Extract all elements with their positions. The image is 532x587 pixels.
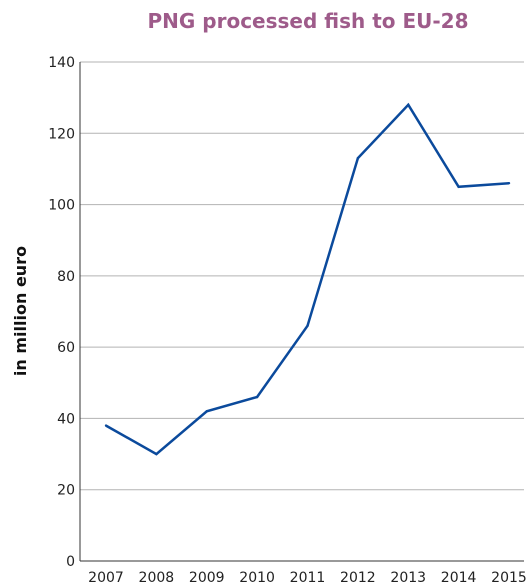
axes [79,62,524,562]
gridlines [80,61,524,491]
data-point [457,185,460,188]
x-tick-label: 2011 [290,570,326,586]
data-point [356,157,360,160]
x-tick-label: 2013 [390,570,426,586]
y-tick-label: 60 [57,340,75,356]
y-tick-label: 40 [57,411,75,427]
data-point [255,395,259,399]
data-point [104,424,108,427]
y-tick-label: 0 [66,554,75,570]
x-tick-label: 2009 [189,570,225,586]
x-tick-labels: 2007 2008 2009 2010 2011 2012 2013 2014 2015 [88,570,527,586]
x-tick-label: 2015 [491,570,527,586]
y-tick-label: 120 [48,126,75,142]
data-point [205,410,208,413]
data-point [306,324,309,327]
x-tick-label: 2010 [239,570,275,586]
data-point [155,452,158,456]
y-tick-label: 20 [57,483,75,499]
x-tick-label: 2007 [88,570,124,586]
y-tick-label: 80 [57,269,75,285]
x-tick-label: 2012 [340,570,376,586]
series-line [105,102,510,456]
series-group [104,102,511,456]
y-tick-label: 140 [48,55,75,71]
data-point [507,181,511,185]
y-axis-label: in million euro [11,246,30,376]
x-tick-label: 2008 [139,570,175,586]
chart-title: PNG processed fish to EU-28 [148,9,469,33]
y-tick-labels: 0 20 40 60 80 100 120 140 [48,55,75,570]
y-tick-label: 100 [48,198,75,214]
data-point [407,103,410,106]
x-tick-label: 2014 [441,570,477,586]
